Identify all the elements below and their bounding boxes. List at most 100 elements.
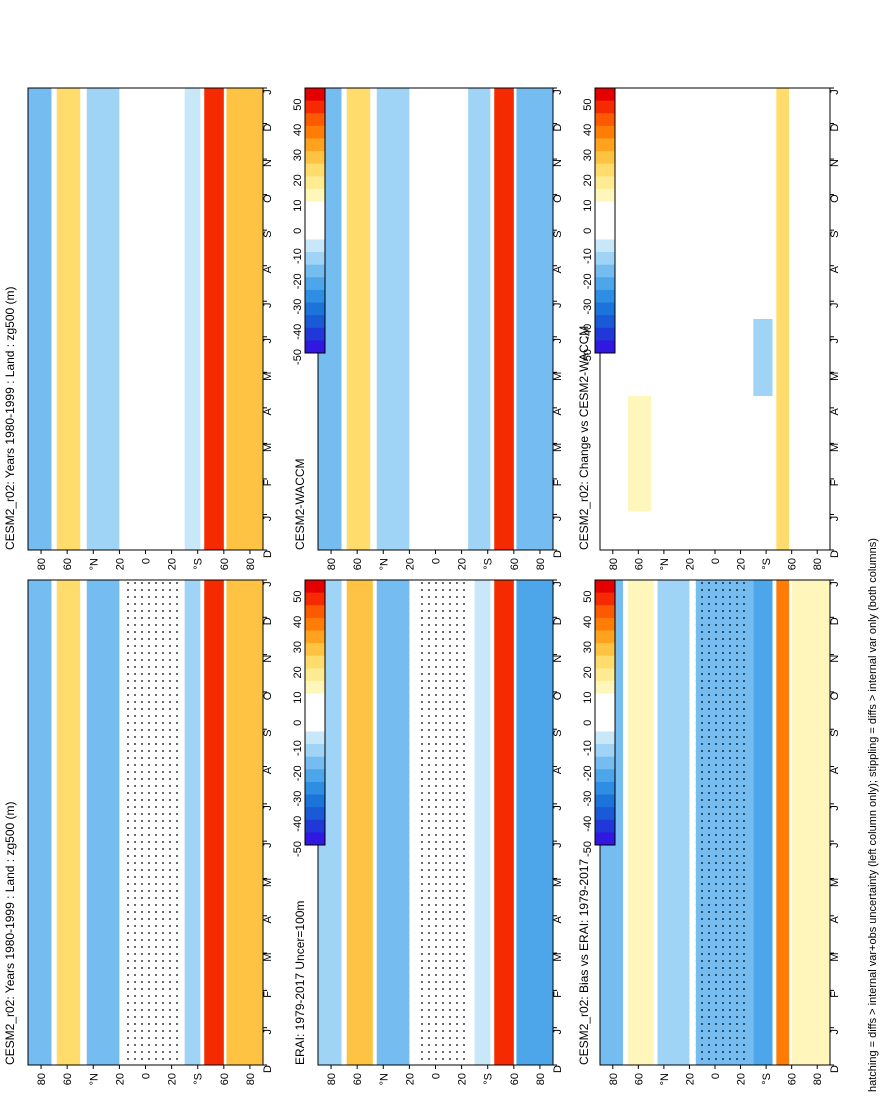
colorbar-tick-label: 20 (292, 174, 304, 186)
lat-tick-label: °N (88, 1073, 100, 1085)
region-north-midlat (628, 580, 654, 1065)
lat-tick-label: °N (659, 1073, 671, 1085)
colorbar-swatch (595, 226, 615, 240)
colorbar-tick-label: 50 (292, 590, 304, 602)
lat-tick-label: 0 (431, 1073, 443, 1079)
lat-tick-label: 60 (633, 558, 645, 570)
lat-tick-label: 60 (509, 1073, 521, 1085)
month-tick-label: J (262, 842, 274, 848)
colorbar-swatch (305, 756, 325, 770)
month-tick-label: D (829, 550, 841, 558)
lat-tick-label: 60 (219, 1073, 231, 1085)
month-tick-label: J (262, 581, 274, 587)
region-south-subpolar (184, 88, 201, 550)
colorbar-tick-label: -20 (582, 765, 594, 781)
month-tick-label: J (552, 89, 564, 95)
colorbar-frame (594, 87, 616, 354)
colorbar-swatch (595, 327, 615, 341)
colorbar-swatch (305, 630, 325, 644)
colorbar-tick-label: 10 (582, 199, 594, 211)
colorbar-swatch (305, 88, 325, 102)
month-tick-label: D (552, 550, 564, 558)
region-north-subtropics (86, 88, 120, 550)
lat-tick-label: 20 (167, 558, 179, 570)
colorbar-swatch (595, 277, 615, 291)
month-tick-label: M (829, 878, 841, 887)
lat-tick-label: 20 (684, 1073, 696, 1085)
colorbar-tick-label: -50 (292, 841, 304, 857)
region-north-midlat (346, 88, 371, 550)
colorbar-swatch (595, 580, 615, 594)
region-north-subtropics (376, 88, 410, 550)
colorbar-tick-label: 10 (292, 199, 304, 211)
colorbar-tick-label: 30 (582, 641, 594, 653)
lat-tick-label: 60 (62, 1073, 74, 1085)
month-tick-label: J (829, 805, 841, 811)
colorbar-swatch (595, 630, 615, 644)
colorbar-swatch (305, 340, 325, 354)
colorbar-swatch (305, 302, 325, 316)
lat-tick-label: °S (483, 558, 495, 570)
colorbar-tick-label: 0 (292, 228, 304, 234)
colorbar-swatch (305, 163, 325, 177)
lat-tick-label: 20 (404, 558, 416, 570)
region-tropics (125, 88, 172, 550)
month-tick-label: S (262, 730, 274, 737)
month-tick-label: M (262, 952, 274, 961)
lat-tick-label: °N (378, 1073, 390, 1085)
colorbar-cb4: 50 40 30 20 10 0 -10 -20 -30 -40 -50 (582, 87, 616, 365)
region-south-polar (791, 88, 830, 550)
colorbar-swatch (595, 138, 615, 152)
month-tick-label: J (552, 581, 564, 587)
panel-p2: 80 60 °N 20 0 20 °S 60 80 D J F M A M J J A S O N D J CESM2_r02… (3, 87, 274, 570)
region-south-highlat (204, 580, 224, 1065)
region-south-polar (226, 580, 263, 1065)
colorbar-swatch (595, 819, 615, 833)
colorbar-swatch (305, 706, 325, 720)
month-tick-label: M (829, 372, 841, 381)
lat-tick-label: 80 (535, 1073, 547, 1085)
colorbar-tick-label: -30 (582, 299, 594, 315)
region-north-polar (28, 88, 52, 550)
region-tropics (695, 88, 747, 550)
region-south-polar (516, 88, 553, 550)
month-tick-label: D (829, 1065, 841, 1073)
month-tick-label: M (262, 372, 274, 381)
lat-tick-label: 80 (36, 558, 48, 570)
colorbar-swatch (305, 125, 325, 139)
month-tick-label: N (829, 159, 841, 167)
month-tick-label: J (829, 516, 841, 522)
colorbar-swatch (595, 176, 615, 190)
colorbar-swatch (305, 264, 325, 278)
region-south-subpolar (474, 580, 491, 1065)
colorbar-tick-label: 30 (582, 149, 594, 161)
panel-p1: 80 60 °N 20 0 20 °S 60 80 D J F M A M J J A S O N D J CESM2_r02… (3, 579, 274, 1085)
colorbar-swatch (595, 188, 615, 203)
colorbar-swatch (305, 138, 325, 152)
month-tick-label: J (262, 338, 274, 344)
region-south-subpolar (184, 580, 201, 1065)
lat-tick-label: 80 (812, 558, 824, 570)
panel-p4: 80 60 °N 20 0 20 °S 60 80 D J F M A M J J A S O N D J CESM2-WAC… (293, 87, 564, 570)
region-south-highlat (204, 88, 224, 550)
colorbar-swatch (305, 239, 325, 253)
colorbar-swatch (595, 807, 615, 821)
colorbar-swatch (305, 277, 325, 291)
panel-title: ERAI: 1979-2017 Uncer=100m (293, 901, 307, 1065)
month-tick-label: J (552, 805, 564, 811)
colorbar-tick-label: -30 (292, 791, 304, 807)
colorbar-swatch (305, 718, 325, 732)
lat-tick-label: 80 (326, 558, 338, 570)
colorbar-swatch (305, 226, 325, 240)
colorbar-swatch (305, 819, 325, 833)
region-south-highlat (776, 580, 790, 1065)
colorbar-tick-label: 40 (582, 124, 594, 136)
month-tick-label: N (552, 159, 564, 167)
colorbar-tick-label: 0 (582, 228, 594, 234)
colorbar-swatch (305, 201, 325, 215)
panel-p6: 80 60 °N 20 0 20 °S 60 80 D J F M A M J J A S O N D J CESM2_r02… (577, 87, 841, 570)
region-north-subtropics (376, 580, 410, 1065)
month-tick-label: J (829, 581, 841, 587)
colorbar-tick-label: 20 (582, 174, 594, 186)
lat-tick-label: 60 (62, 558, 74, 570)
